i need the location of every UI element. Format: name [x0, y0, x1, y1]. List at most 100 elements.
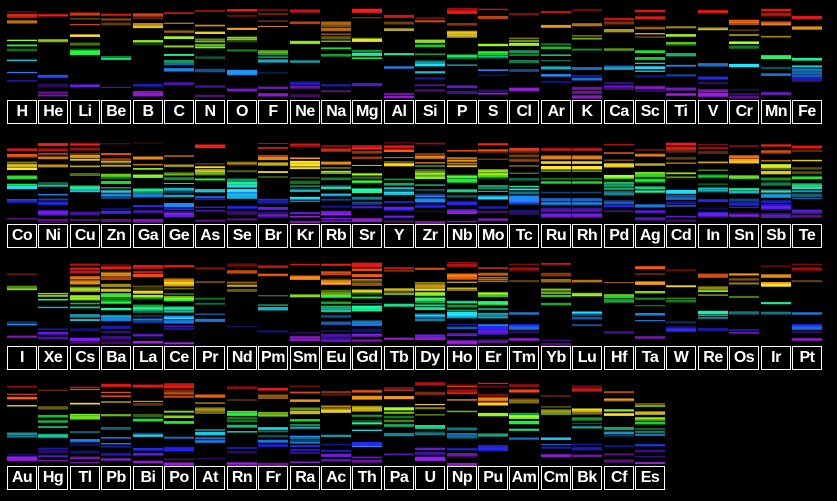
spectral-line-cu	[70, 188, 100, 193]
spectral-line-rb	[321, 166, 351, 169]
spectral-line-cm	[541, 395, 571, 397]
spectral-line-po	[164, 415, 194, 419]
spectral-line-tb	[384, 292, 414, 294]
spectral-line-f	[258, 86, 288, 89]
spectral-line-mo	[478, 186, 508, 190]
spectral-line-rb	[321, 161, 351, 165]
spectral-line-gd	[352, 333, 382, 336]
element-label-ta: Ta	[635, 346, 665, 370]
spectral-line-ge	[164, 214, 194, 218]
spectral-line-gd	[352, 306, 382, 310]
element-label-ho: Ho	[447, 346, 477, 370]
spectral-line-dy	[415, 286, 445, 290]
spectral-line-pa	[384, 387, 414, 389]
spectral-line-tb	[384, 288, 414, 292]
spectral-line-lu	[572, 279, 602, 283]
spectral-line-b	[133, 93, 163, 96]
spectral-line-cm	[541, 410, 571, 413]
spectral-line-tm	[509, 324, 539, 328]
spectral-line-er	[478, 308, 508, 311]
spectral-line-kr	[290, 177, 320, 179]
spectral-line-u	[415, 425, 445, 427]
spectral-line-sr	[352, 148, 382, 150]
spectral-line-hg	[38, 449, 68, 453]
spectral-line-ge	[164, 203, 194, 207]
spectral-line-pd	[604, 192, 634, 196]
spectral-line-hg	[38, 421, 68, 423]
spectral-line-li	[70, 23, 100, 26]
spectral-line-po	[164, 458, 194, 460]
spectral-line-sn	[729, 176, 759, 179]
spectral-line-rh	[572, 161, 602, 164]
spectral-line-he	[38, 83, 68, 87]
spectral-line-tc	[509, 212, 539, 215]
spectral-line-in	[698, 162, 728, 164]
spectral-line-in	[698, 213, 728, 218]
spectral-line-mo	[478, 176, 508, 179]
element-label-ir: Ir	[761, 346, 791, 370]
spectral-line-as	[195, 178, 225, 181]
spectral-line-fe	[792, 65, 822, 68]
spectral-line-li	[70, 48, 100, 52]
spectral-line-la	[133, 267, 163, 269]
spectral-line-ti	[666, 44, 696, 46]
spectral-line-fr	[258, 395, 288, 397]
spectral-line-hg	[38, 455, 68, 457]
spectral-line-nb	[447, 150, 477, 152]
spectral-line-dy	[415, 294, 445, 296]
spectral-line-mg	[352, 17, 382, 19]
spectral-line-th	[352, 459, 382, 463]
spectral-line-ac	[321, 434, 351, 437]
element-label-ca: Ca	[604, 100, 634, 124]
spectral-line-hg	[38, 414, 68, 418]
spectral-line-mn	[761, 23, 791, 25]
spectral-line-bi	[133, 461, 163, 464]
spectral-line-er	[478, 331, 508, 335]
spectral-line-bk	[572, 427, 602, 429]
spectral-line-pb	[101, 459, 131, 462]
spectral-line-al	[384, 28, 414, 31]
spectral-line-au	[7, 457, 37, 461]
spectral-line-po	[164, 394, 194, 396]
spectral-line-br	[258, 176, 288, 178]
spectral-line-ga	[133, 142, 163, 144]
spectral-line-te	[792, 171, 822, 174]
element-label-ne: Ne	[290, 100, 320, 124]
spectral-line-ge	[164, 187, 194, 191]
spectral-line-rn	[227, 414, 257, 416]
spectral-line-c	[164, 36, 194, 39]
spectral-line-he	[38, 94, 68, 97]
element-label-cf: Cf	[604, 466, 634, 490]
spectral-line-rh	[572, 202, 602, 205]
spectral-line-ru	[541, 207, 571, 211]
spectral-line-li	[70, 12, 100, 16]
spectral-line-te	[792, 198, 822, 200]
spectral-line-br	[258, 171, 288, 173]
element-label-si: Si	[415, 100, 445, 124]
spectral-line-in	[698, 176, 728, 179]
spectral-line-rn	[227, 399, 257, 401]
spectral-line-as	[195, 210, 225, 212]
spectral-line-ru	[541, 156, 571, 160]
spectral-line-ge	[164, 211, 194, 215]
spectral-line-sc	[635, 9, 665, 13]
spectral-line-tb	[384, 303, 414, 307]
spectral-line-fe	[792, 26, 822, 30]
spectral-line-mo	[478, 158, 508, 160]
spectral-line-xe	[38, 298, 68, 301]
spectral-line-zn	[101, 173, 131, 177]
spectral-line-gd	[352, 279, 382, 283]
spectral-line-f	[258, 20, 288, 22]
spectral-line-ne	[290, 94, 320, 98]
spectral-line-sn	[729, 161, 759, 164]
spectral-line-p	[447, 31, 477, 34]
spectral-line-nd	[227, 263, 257, 267]
spectral-line-mo	[478, 169, 508, 173]
element-label-br: Br	[258, 224, 288, 248]
spectral-line-ru	[541, 198, 571, 201]
element-label-es: Es	[635, 466, 665, 490]
spectral-line-y	[384, 215, 414, 218]
spectral-line-ni	[38, 143, 68, 146]
spectral-line-tc	[509, 149, 539, 153]
spectral-line-w	[666, 285, 696, 287]
